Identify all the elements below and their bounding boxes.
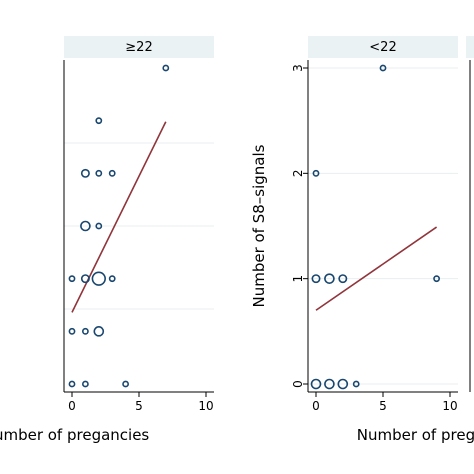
data-point bbox=[108, 169, 116, 177]
x-tick-label: 0 bbox=[312, 399, 320, 413]
data-point bbox=[95, 222, 103, 230]
strip-label: <22 bbox=[369, 40, 396, 55]
data-point bbox=[379, 64, 387, 72]
y-tick-label: 1 bbox=[291, 275, 305, 283]
x-tick-label: 0 bbox=[68, 399, 76, 413]
fit-line bbox=[71, 121, 167, 313]
data-point bbox=[68, 275, 76, 283]
data-point bbox=[311, 274, 321, 284]
data-point bbox=[93, 326, 105, 337]
data-point bbox=[162, 64, 170, 72]
data-point bbox=[122, 380, 129, 388]
x-axis-title: Number of pregancies bbox=[357, 426, 474, 444]
data-point bbox=[80, 220, 91, 232]
x-axis-title: Number of pregancies bbox=[0, 426, 149, 444]
data-point bbox=[352, 380, 360, 388]
x-tick-label: 10 bbox=[198, 399, 213, 413]
data-point bbox=[324, 273, 335, 284]
data-point bbox=[82, 380, 89, 388]
data-point bbox=[337, 378, 349, 390]
x-tick-label: 5 bbox=[379, 399, 387, 413]
x-tick-label: 10 bbox=[442, 399, 457, 413]
clipped-strip bbox=[466, 36, 474, 58]
data-point bbox=[68, 327, 76, 335]
strip-label: ≥22 bbox=[125, 40, 152, 55]
strip-header bbox=[308, 36, 458, 58]
data-point bbox=[95, 169, 103, 177]
fit-line bbox=[315, 226, 438, 311]
data-point bbox=[338, 274, 348, 284]
y-axis-title: Number of S8–signals bbox=[250, 144, 268, 307]
data-point bbox=[108, 275, 116, 283]
data-point bbox=[91, 271, 106, 286]
panel-2: <22 0 5 10 0 1 2 3 Number of pregancies Number of… bbox=[250, 36, 474, 444]
y-tick-label: 3 bbox=[291, 64, 305, 72]
data-point bbox=[312, 169, 320, 177]
x-tick-label: 5 bbox=[135, 399, 143, 413]
plot-area bbox=[308, 60, 458, 392]
y-tick-label: 2 bbox=[291, 170, 305, 178]
data-point bbox=[324, 378, 335, 390]
panel-1: ≥22 0 5 10 bbox=[63, 36, 214, 413]
data-point bbox=[68, 380, 76, 388]
data-point bbox=[80, 274, 90, 284]
data-point bbox=[310, 378, 322, 390]
panels: 10Number of pregancies ≥22 0 5 10 <22 0 5 10 0 1 2 3… bbox=[0, 36, 474, 444]
data-point bbox=[82, 327, 89, 335]
data-point bbox=[95, 117, 103, 125]
data-point bbox=[433, 275, 440, 283]
panel-0: 10Number of pregancies bbox=[0, 426, 149, 444]
y-tick-label: 0 bbox=[291, 380, 305, 388]
data-point bbox=[80, 168, 90, 178]
strip-header bbox=[64, 36, 214, 58]
